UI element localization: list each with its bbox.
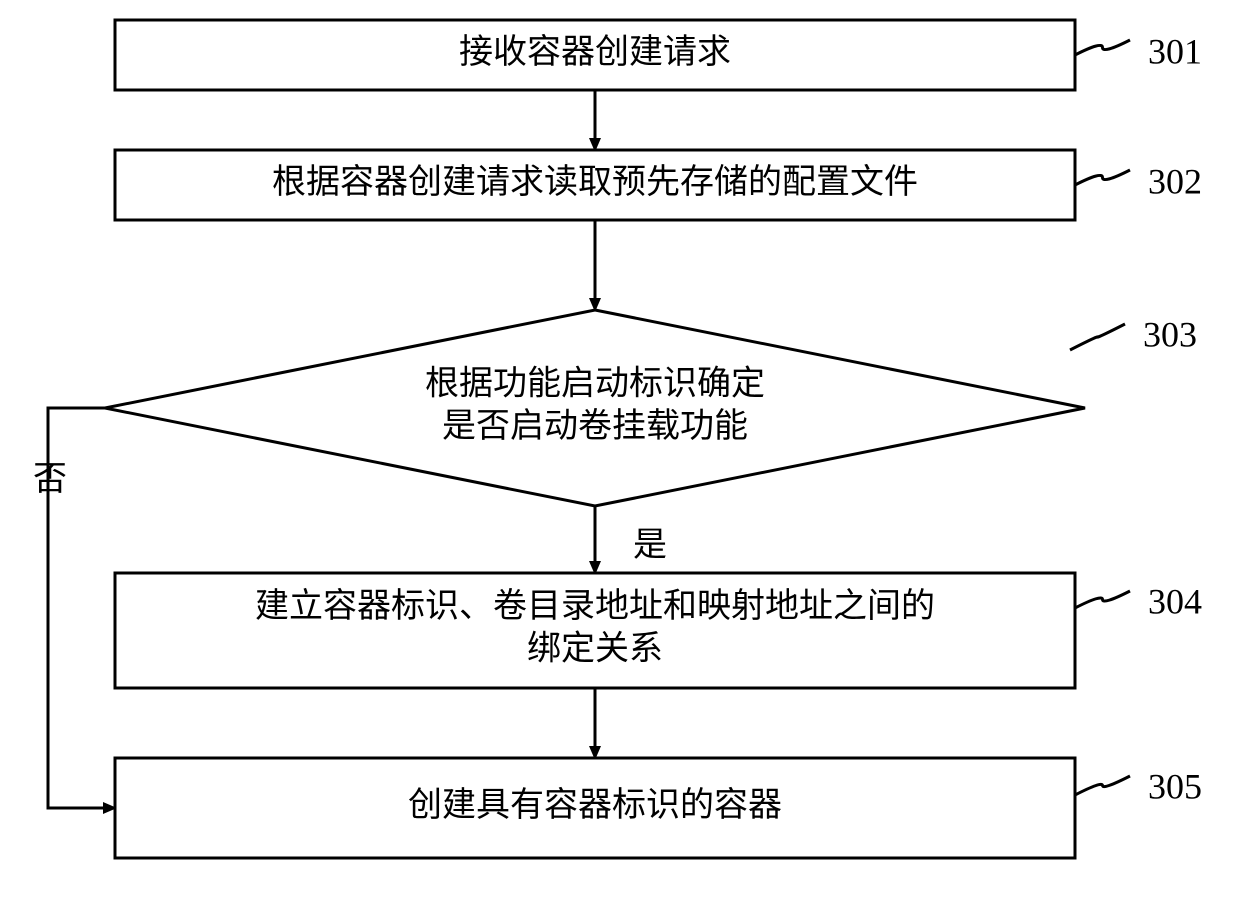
step-label: 303 xyxy=(1143,314,1197,354)
edge-label: 否 xyxy=(33,461,67,498)
label-connector xyxy=(1075,40,1130,55)
label-connector xyxy=(1075,170,1130,185)
step-label: 302 xyxy=(1148,161,1202,201)
node-text: 根据容器创建请求读取预先存储的配置文件 xyxy=(272,163,918,201)
flowchart: 是 否 接收容器创建请求 301 根据容器创建请求读取预先存储的配置文件 302 根据功能启… xyxy=(0,0,1239,901)
step-label: 304 xyxy=(1148,581,1202,621)
step-label: 301 xyxy=(1148,31,1202,71)
label-connector xyxy=(1070,324,1125,350)
step-label: 305 xyxy=(1148,766,1202,806)
node-text: 创建具有容器标识的容器 xyxy=(408,786,782,824)
node-text: 绑定关系 xyxy=(527,630,663,668)
label-connector xyxy=(1075,776,1130,795)
label-connector xyxy=(1075,591,1130,608)
node-text: 接收容器创建请求 xyxy=(459,33,731,71)
node-text: 根据功能启动标识确定 xyxy=(425,365,765,403)
node-text: 建立容器标识、卷目录地址和映射地址之间的 xyxy=(255,587,935,625)
node-text: 是否启动卷挂载功能 xyxy=(442,407,748,445)
edge-label: 是 xyxy=(633,527,667,564)
